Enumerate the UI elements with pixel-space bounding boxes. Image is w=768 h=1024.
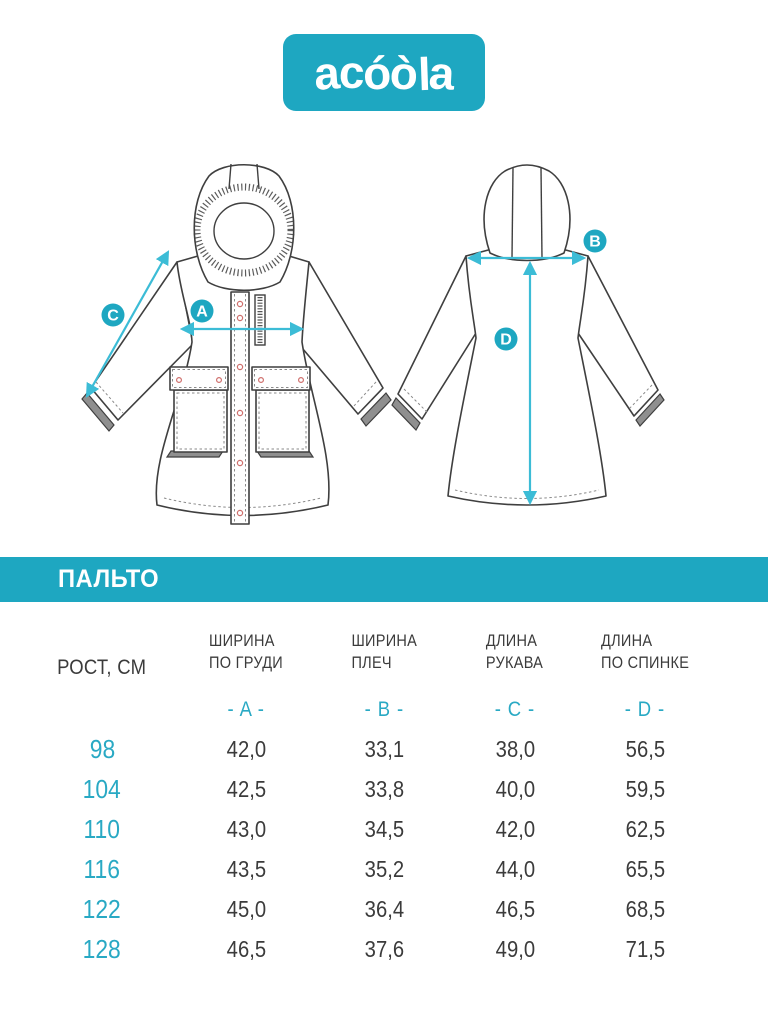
value: 35,2 (364, 855, 405, 882)
value: 36,4 (364, 895, 405, 922)
measure-letter-d: D (500, 332, 512, 349)
value: 62,5 (625, 815, 665, 842)
value: 56,5 (625, 735, 665, 762)
value: 68,5 (625, 895, 665, 922)
size-110: 110 (83, 813, 121, 844)
col-header-shoulder-width: ШИРИНА ПЛЕЧ (351, 632, 418, 673)
value: 38,0 (495, 735, 535, 762)
value: 42,0 (226, 735, 267, 762)
value: 45,0 (226, 895, 267, 922)
value: 71,5 (625, 935, 665, 962)
value: 59,5 (625, 775, 665, 802)
value: 42,0 (495, 815, 535, 842)
value: 46,5 (495, 895, 535, 922)
value: 37,6 (364, 935, 405, 962)
value: 49,0 (495, 935, 535, 962)
col-header-back-length: ДЛИНА ПО СПИНКЕ (600, 632, 690, 673)
measure-letter-b: B (589, 234, 601, 251)
brand-logo-text: acóòla (312, 45, 456, 100)
pocket-left (165, 366, 229, 458)
measure-letter-a: A (196, 304, 208, 321)
letter-spacer (30, 685, 174, 729)
size-98: 98 (89, 733, 115, 764)
measure-badge-c (101, 303, 125, 327)
snap-buttons (236, 300, 244, 517)
value: 33,8 (364, 775, 405, 802)
measure-badge-b (583, 229, 607, 253)
value: 44,0 (495, 855, 535, 882)
letter-d: - D - (624, 698, 666, 721)
value: 65,5 (625, 855, 665, 882)
table-title-band: ПАЛЬТО (0, 557, 768, 602)
value: 34,5 (364, 815, 405, 842)
measure-badge-a (190, 299, 214, 323)
value: 33,1 (364, 735, 405, 762)
coat-measurement-diagram: A C B (81, 163, 665, 525)
pocket-right (251, 366, 315, 458)
coat-back-view: B D (391, 164, 665, 506)
size-122: 122 (82, 893, 122, 924)
value: 46,5 (226, 935, 267, 962)
value: 40,0 (495, 775, 535, 802)
measure-arrow-sleeve (85, 250, 170, 398)
measure-badge-d (494, 327, 518, 351)
coat-front-view: A C (81, 163, 392, 525)
col-header-chest-width: ШИРИНА ПО ГРУДИ (209, 632, 284, 673)
value: 43,0 (226, 815, 267, 842)
size-128: 128 (82, 933, 122, 964)
letter-a: - A - (227, 698, 266, 721)
col-header-sleeve-length: ДЛИНА РУКАВА (486, 632, 544, 673)
size-table: РОСТ, СМ ШИРИНА ПО ГРУДИ ШИРИНА ПЛЕЧ ДЛИНА… (30, 626, 710, 969)
measure-letter-c: C (107, 308, 119, 325)
col-header-height: РОСТ, СМ (57, 655, 147, 679)
size-116: 116 (83, 853, 121, 884)
size-104: 104 (82, 773, 122, 804)
value: 42,5 (226, 775, 267, 802)
table-title: ПАЛЬТО (58, 565, 160, 593)
letter-c: - C - (494, 698, 536, 721)
value: 43,5 (226, 855, 267, 882)
brand-logo: acóòla (283, 34, 485, 111)
letter-b: - B - (364, 698, 405, 721)
